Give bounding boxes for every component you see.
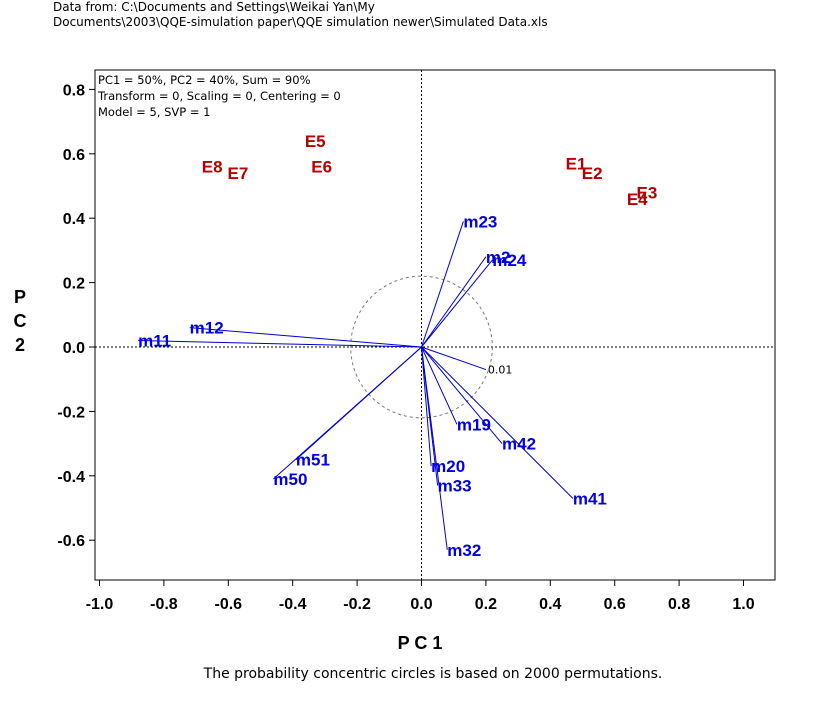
environment-label-E6: E6 (311, 158, 332, 177)
vector-lines (138, 221, 574, 550)
environment-label-E3: E3 (637, 183, 658, 202)
caption: The probability concentric circles is ba… (203, 666, 663, 682)
y-axis-title-letter: P (14, 287, 26, 307)
x-tick-label: -0.2 (343, 596, 371, 613)
y-tick-label: 0.4 (63, 211, 85, 228)
vector-line-m24 (421, 259, 493, 348)
vector-label-m50: m50 (273, 470, 307, 489)
x-tick-label: 0.6 (604, 596, 626, 613)
probability-circle-label: 0.01 (488, 364, 513, 377)
vector-label-m2: m2 (486, 248, 511, 267)
y-tick-label: -0.6 (57, 533, 85, 550)
vector-line (421, 346, 487, 371)
vector-label-m24: m24 (492, 251, 527, 270)
vector-line-m41 (421, 346, 574, 499)
x-tick-label: 0.8 (668, 596, 690, 613)
y-axis-title-letter: C (14, 311, 27, 331)
vector-line-m23 (421, 221, 464, 348)
x-tick-label: -1.0 (86, 596, 114, 613)
y-tick-label: 0.0 (63, 340, 85, 357)
vector-line-m2 (421, 256, 487, 348)
info-line-1: PC1 = 50%, PC2 = 40%, Sum = 90% (98, 73, 311, 87)
source-path-line-2: Documents\2003\QQE-simulation paper\QQE … (53, 15, 548, 29)
x-tick-label: 0.0 (410, 596, 432, 613)
vector-line-m12 (189, 327, 422, 348)
vector-line-m11 (138, 340, 422, 348)
y-tick-label: 0.6 (63, 147, 85, 164)
x-tick-label: -0.8 (150, 596, 178, 613)
y-tick-label: -0.4 (57, 469, 85, 486)
vector-line-m19 (421, 346, 458, 425)
axis-ticks: -1.0 -0.8 -0.6 -0.4 -0.2 0.0 0.2 0.4 0.6 0.8 1.0 0.… (14, 82, 755, 613)
y-tick-label: 0.2 (63, 276, 85, 293)
probability-circle-group: 0.01 (350, 275, 513, 419)
vector-label-m11: m11 (138, 332, 171, 351)
environment-label-E5: E5 (305, 132, 326, 151)
x-tick-label: 0.2 (475, 596, 497, 613)
vector-label-m20: m20 (431, 457, 465, 476)
vector-label-m51: m51 (296, 451, 330, 470)
vector-line-m50 (273, 346, 422, 480)
vector-label-m19: m19 (457, 415, 491, 434)
y-tick-label: 0.8 (63, 82, 85, 99)
vector-line-m32 (421, 346, 448, 550)
x-tick-label: 1.0 (732, 596, 754, 613)
plot-frame (94, 69, 776, 581)
source-path-line-1: Data from: C:\Documents and Settings\Wei… (53, 0, 375, 14)
x-tick-label: -0.4 (279, 596, 307, 613)
environment-label-E2: E2 (582, 164, 603, 183)
vector-label-m33: m33 (438, 476, 472, 495)
environment-label-E8: E8 (202, 158, 223, 177)
x-axis-title: P C 1 (398, 633, 443, 653)
x-tick-label: -0.6 (215, 596, 243, 613)
environment-label-E4: E4 (627, 190, 648, 209)
x-tick-label: 0.4 (539, 596, 561, 613)
info-line-2: Transform = 0, Scaling = 0, Centering = … (97, 89, 341, 103)
environment-label-E7: E7 (228, 164, 249, 183)
vector-label-m32: m32 (447, 541, 481, 560)
vector-label-m41: m41 (573, 489, 607, 508)
vector-label-m12: m12 (190, 319, 224, 338)
probability-circle (350, 275, 493, 419)
vector-line-m42 (421, 346, 503, 444)
environment-label-E1: E1 (566, 154, 587, 173)
y-tick-label: -0.2 (57, 404, 85, 421)
vector-label-m42: m42 (502, 435, 536, 454)
vector-label-m23: m23 (463, 212, 497, 231)
vector-line-m20 (421, 346, 432, 467)
info-line-3: Model = 5, SVP = 1 (98, 105, 210, 119)
y-axis-title-letter: 2 (15, 335, 25, 355)
reference-lines (95, 70, 775, 580)
